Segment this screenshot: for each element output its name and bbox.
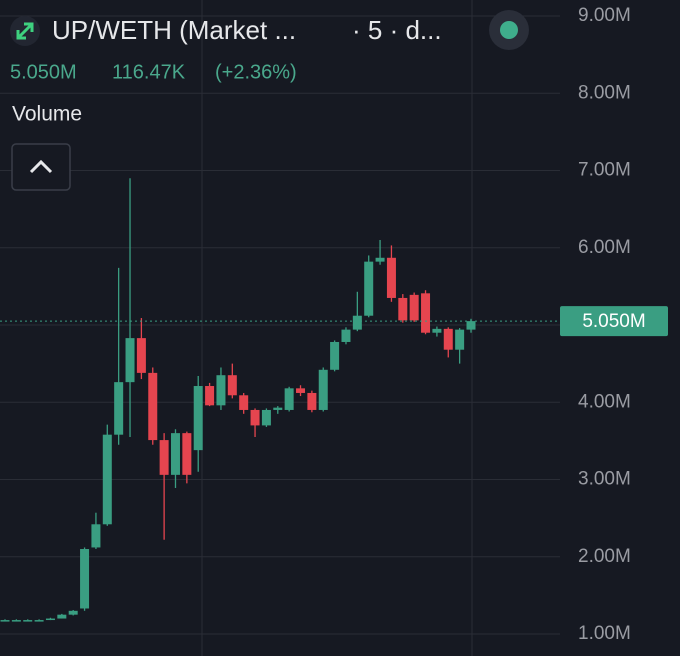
candle-body xyxy=(102,434,112,525)
chevron-icon xyxy=(29,159,53,174)
pair-icon-arrow xyxy=(16,22,34,40)
candle-body xyxy=(330,341,340,370)
y-tick-label: 4.00M xyxy=(578,391,631,412)
candle-body xyxy=(205,386,215,406)
candle-body xyxy=(398,297,408,321)
candle-body xyxy=(159,440,169,475)
candle-body xyxy=(148,372,158,441)
candle-body xyxy=(170,433,180,475)
candle-body xyxy=(182,433,192,475)
candle-body xyxy=(307,392,317,410)
change: 116.47K xyxy=(112,61,186,83)
grid xyxy=(0,15,560,635)
candles xyxy=(0,178,476,622)
candle-body xyxy=(91,524,101,548)
candle-body xyxy=(466,321,476,330)
candle-body xyxy=(11,620,21,622)
candle-body xyxy=(386,257,396,298)
candle-body xyxy=(193,386,203,451)
candle-body xyxy=(125,338,135,383)
change-percent: (+2.36%) xyxy=(215,61,297,83)
candle-body xyxy=(364,261,374,316)
candle-body xyxy=(80,549,90,609)
candle-body xyxy=(318,369,328,410)
candle-body xyxy=(114,382,124,435)
collapse-button[interactable] xyxy=(11,143,71,191)
interval[interactable]: · 5 · d... xyxy=(352,15,442,45)
candle-body xyxy=(341,329,351,342)
candle-body xyxy=(68,610,78,615)
candle-body xyxy=(23,620,33,622)
candle-body xyxy=(250,409,260,426)
y-tick-label: 6.00M xyxy=(578,237,631,258)
candle-body xyxy=(432,328,442,333)
candle-body xyxy=(45,618,55,621)
candle-body xyxy=(443,328,453,350)
candle-body xyxy=(57,614,67,619)
candle-body xyxy=(239,395,249,410)
y-tick-label: 1.00M xyxy=(578,623,631,644)
y-tick-label: 7.00M xyxy=(578,160,631,181)
candle-body xyxy=(0,620,10,622)
candle-body xyxy=(273,407,283,410)
indicator-label[interactable]: Volume xyxy=(12,103,82,126)
candle-body xyxy=(261,409,271,426)
candle-body xyxy=(34,620,44,622)
candle-body xyxy=(296,388,306,393)
candle-body xyxy=(284,388,294,410)
y-tick-label: 8.00M xyxy=(578,82,631,103)
y-tick-label: 9.00M xyxy=(578,5,631,26)
candle-body xyxy=(352,315,362,330)
candle-body xyxy=(216,375,226,406)
candle-body xyxy=(227,375,237,396)
candle-body xyxy=(136,338,146,373)
overlay: 1.00M2.00M3.00M4.00M5.00M6.00M7.00M8.00M… xyxy=(0,5,668,644)
chart-title[interactable]: UP/WETH (Market ... xyxy=(52,15,296,45)
candle-body xyxy=(455,329,465,350)
last-value: 5.050M xyxy=(10,61,77,83)
last-price-box xyxy=(560,306,668,337)
y-tick-label: 3.00M xyxy=(578,469,631,490)
candle-body xyxy=(375,257,385,262)
status-dot xyxy=(500,21,518,39)
candle-body xyxy=(421,293,431,333)
y-tick-label: 2.00M xyxy=(578,546,631,567)
last-price-label: 5.050M xyxy=(582,311,645,332)
candle-body xyxy=(409,294,419,321)
